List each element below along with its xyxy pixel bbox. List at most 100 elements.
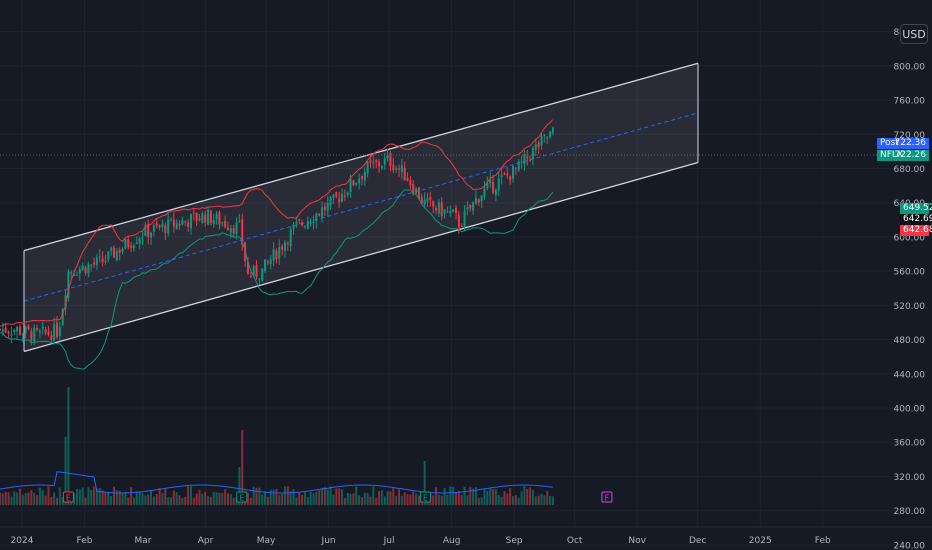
volume-bar bbox=[175, 492, 178, 505]
currency-button[interactable]: USD bbox=[900, 24, 928, 44]
volume-bar bbox=[312, 493, 315, 505]
x-tick-label: Dec bbox=[689, 536, 706, 546]
volume-bar bbox=[189, 486, 192, 505]
candle-body bbox=[164, 225, 167, 233]
earnings-marker[interactable]: F bbox=[601, 491, 613, 503]
candle-body bbox=[474, 197, 477, 204]
volume-bar bbox=[457, 490, 460, 505]
earnings-marker[interactable]: E bbox=[62, 491, 74, 503]
y-tick-label: 480.00 bbox=[894, 336, 926, 346]
candle-body bbox=[113, 247, 115, 258]
candle-body bbox=[477, 199, 480, 203]
volume-bar bbox=[346, 492, 349, 505]
volume-bar bbox=[144, 495, 147, 505]
candle-body bbox=[423, 199, 426, 205]
volume-bar bbox=[286, 486, 289, 505]
volume-bar bbox=[375, 497, 378, 505]
candle-body bbox=[312, 222, 315, 224]
candle-body bbox=[204, 214, 207, 223]
candle-body bbox=[209, 210, 212, 223]
volume-bar bbox=[432, 495, 435, 505]
candle-body bbox=[489, 179, 492, 184]
candle-body bbox=[520, 161, 523, 163]
candle-body bbox=[389, 153, 392, 167]
candle-body bbox=[409, 180, 412, 186]
marker-label: E bbox=[239, 494, 244, 503]
candle-body bbox=[138, 238, 141, 244]
volume-bar bbox=[269, 489, 272, 505]
candle-body bbox=[529, 159, 532, 161]
candle-body bbox=[506, 173, 509, 176]
candle-body bbox=[303, 226, 306, 228]
volume-bar bbox=[335, 488, 338, 505]
candle-body bbox=[415, 188, 418, 194]
candle-body bbox=[41, 326, 44, 329]
candle-body bbox=[537, 142, 540, 147]
candle-body bbox=[503, 173, 506, 175]
x-tick-label: Nov bbox=[628, 536, 646, 546]
candle-body bbox=[341, 193, 343, 202]
volume-bar bbox=[138, 492, 141, 505]
volume-bar bbox=[435, 487, 438, 505]
candle-body bbox=[141, 237, 144, 239]
candle-body bbox=[398, 168, 400, 170]
candle-body bbox=[429, 197, 432, 200]
candle-body bbox=[189, 213, 192, 229]
channel-fill bbox=[24, 63, 698, 352]
candle-body bbox=[286, 243, 289, 245]
candle-body bbox=[323, 206, 326, 211]
volume-bar bbox=[255, 487, 258, 505]
volume-bar bbox=[50, 496, 53, 505]
marker-box bbox=[62, 491, 74, 503]
volume-bar bbox=[531, 490, 534, 505]
candle-body bbox=[492, 182, 495, 193]
volume-bar bbox=[178, 495, 181, 505]
candle-body bbox=[512, 165, 514, 179]
candle-body bbox=[201, 213, 204, 223]
volume-bar bbox=[81, 487, 84, 505]
candle-body bbox=[264, 259, 267, 272]
volume-bar bbox=[323, 487, 326, 505]
candle-body bbox=[61, 309, 64, 326]
candle-body bbox=[192, 212, 195, 214]
volume-bar bbox=[292, 488, 295, 505]
nflx-price-tag: NFLX 722.26 bbox=[877, 150, 929, 161]
candle-body bbox=[152, 225, 155, 232]
bollinger-bands bbox=[0, 119, 554, 370]
volume-bar bbox=[127, 497, 130, 505]
earnings-marker[interactable]: E bbox=[236, 491, 248, 503]
y-axis: 840.00800.00760.00720.00680.00640.00600.… bbox=[894, 28, 926, 550]
candle-body bbox=[386, 155, 389, 159]
candle-body bbox=[546, 137, 549, 139]
candle-body bbox=[551, 127, 554, 133]
volume-bar bbox=[278, 495, 281, 505]
candle-body bbox=[523, 154, 526, 164]
candle-body bbox=[56, 322, 58, 338]
candle-body bbox=[1, 329, 4, 332]
candle-body bbox=[24, 326, 27, 334]
volume-bar bbox=[463, 486, 466, 505]
candle-body bbox=[309, 222, 312, 224]
volume-bar bbox=[409, 494, 412, 505]
volume-bar bbox=[400, 495, 403, 505]
volume-bar bbox=[152, 496, 155, 505]
candle-body bbox=[369, 160, 372, 163]
volume-bar bbox=[124, 492, 127, 505]
volume-bar bbox=[227, 493, 229, 505]
volume-bar bbox=[363, 492, 366, 505]
candle-body bbox=[275, 250, 278, 260]
candle-body bbox=[95, 257, 98, 265]
volume-bar bbox=[403, 492, 406, 505]
volume-bar bbox=[115, 490, 118, 505]
bb-lower-tag: 642.68 bbox=[900, 225, 932, 236]
candle-body bbox=[457, 214, 460, 228]
volume-bar bbox=[44, 495, 47, 505]
volume-bar bbox=[386, 491, 389, 505]
candle-body bbox=[463, 211, 466, 227]
volume-bar bbox=[509, 488, 512, 505]
earnings-marker[interactable]: E bbox=[419, 491, 431, 503]
volume-bar bbox=[246, 492, 249, 505]
volume-bar bbox=[181, 497, 184, 505]
